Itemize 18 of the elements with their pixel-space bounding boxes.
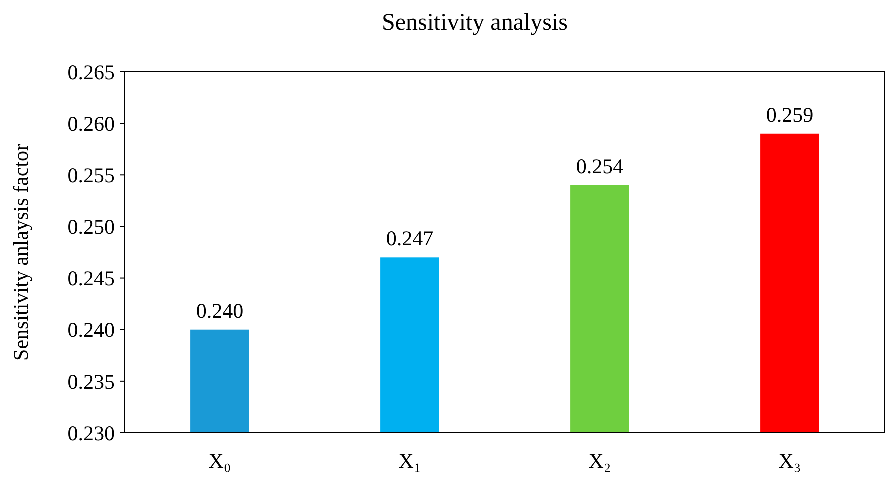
y-tick-label: 0.265 <box>68 60 115 84</box>
x-tick-label: X₂ <box>588 449 612 473</box>
data-label: 0.259 <box>766 102 814 127</box>
y-tick-label: 0.255 <box>68 163 115 188</box>
data-label: 0.254 <box>576 154 624 178</box>
data-label: 0.247 <box>386 226 434 251</box>
y-tick-label: 0.250 <box>68 215 115 240</box>
y-tick-label: 0.240 <box>68 318 115 342</box>
chart-title: Sensitivity analysis <box>382 10 568 36</box>
x-tick-label: X₃ <box>778 449 802 473</box>
y-axis-title: Sensitivity anlaysis factor <box>9 144 33 361</box>
y-tick-label: 0.230 <box>68 421 115 446</box>
data-label: 0.240 <box>196 298 244 323</box>
x-tick-label: X₀ <box>208 449 232 473</box>
y-tick-label: 0.245 <box>68 266 115 291</box>
y-tick-label: 0.235 <box>68 370 115 394</box>
y-tick-label: 0.260 <box>68 112 115 136</box>
x-tick-label: X₁ <box>398 449 422 473</box>
